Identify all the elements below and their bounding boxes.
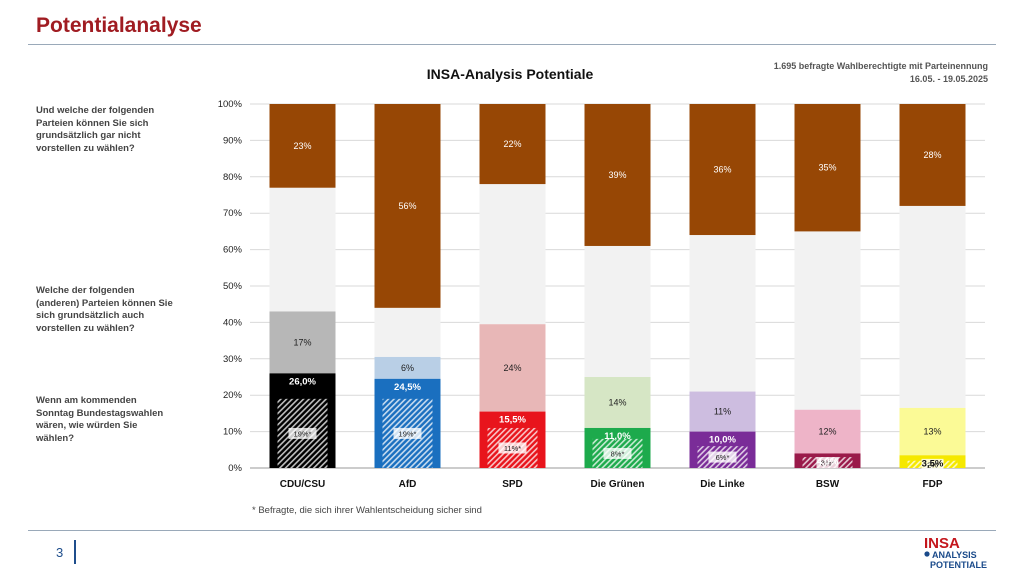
data-label-vote-intention: 24,5%: [394, 382, 421, 393]
bar-segment-potential: [479, 324, 546, 412]
logo-dot: [924, 551, 930, 557]
bar-segment-rejection: [584, 104, 651, 246]
question-potential: Welche der folgenden (anderen) Parteien …: [36, 285, 173, 334]
data-label-vote-intention: 4,0%: [817, 456, 839, 467]
data-label-rejection: 23%: [293, 141, 311, 151]
data-label-rejection: 36%: [713, 165, 731, 175]
bar-segment-potential: [269, 311, 336, 374]
page-number: 3: [56, 545, 64, 560]
y-tick-label: 50%: [223, 281, 243, 292]
data-label-potential: 11%: [714, 407, 731, 417]
bar-segment-potential: [689, 391, 756, 432]
footer-divider: [28, 530, 996, 531]
bar-segment-rejection: [269, 104, 336, 188]
y-tick-label: 30%: [223, 354, 243, 365]
title-divider: [28, 44, 996, 45]
bar-segment-rejection: [794, 104, 861, 232]
chart-title: INSA-Analysis Potentiale: [426, 66, 594, 82]
data-label-rejection: 39%: [608, 170, 626, 180]
y-tick-label: 0%: [228, 463, 242, 474]
bar-segment-undecided: [899, 205, 966, 408]
logo-line1: INSA: [924, 535, 960, 552]
question-vote-intention: Wenn am kommenden Sonntag Bundestagswahl…: [36, 395, 164, 444]
data-label-sure-voters: 2%: [927, 460, 938, 469]
y-tick-label: 60%: [223, 245, 243, 256]
bar-segment-undecided: [269, 187, 336, 312]
data-label-potential: 14%: [608, 397, 626, 407]
bar-segment-undecided: [584, 245, 651, 377]
y-tick-label: 70%: [223, 208, 243, 219]
bar-segment-rejection: [689, 104, 756, 236]
x-category-label: Die Grünen: [591, 479, 645, 490]
x-category-label: Die Linke: [700, 479, 745, 490]
logo-line3: POTENTIALE: [930, 560, 987, 570]
bar-segment-rejection: [479, 104, 546, 185]
sure-voters-label-box: [816, 457, 839, 469]
data-label-sure-voters: 8%*: [611, 449, 625, 458]
data-label-rejection: 56%: [398, 201, 416, 211]
logo-line2: ANALYSIS: [932, 550, 977, 560]
sure-voters-label-box: [603, 447, 632, 459]
page-title: Potentialanalyse: [36, 14, 202, 37]
x-category-label: CDU/CSU: [280, 479, 326, 490]
data-label-sure-voters: 19%*: [294, 429, 312, 438]
data-label-potential: 24%: [503, 363, 521, 373]
bar-segment-undecided: [794, 231, 861, 410]
x-category-label: BSW: [816, 479, 840, 490]
y-tick-label: 100%: [218, 99, 243, 110]
bar-segment-rejection: [899, 104, 966, 206]
sure-voters-label-box: [393, 427, 422, 439]
data-label-vote-intention: 11,0%: [604, 431, 631, 442]
data-label-sure-voters: 6%*: [716, 453, 730, 462]
x-category-label: FDP: [923, 479, 943, 490]
bar-segment-potential: [794, 409, 861, 454]
data-label-sure-voters: 11%*: [504, 444, 521, 453]
data-label-vote-intention: 10,0%: [709, 435, 736, 446]
x-category-label: SPD: [502, 479, 523, 490]
y-tick-label: 80%: [223, 172, 243, 183]
data-label-vote-intention: 15,5%: [499, 415, 526, 426]
y-tick-label: 90%: [223, 135, 243, 146]
y-tick-label: 20%: [223, 390, 243, 401]
sure-voters-label-box: [288, 427, 317, 439]
data-label-vote-intention: 26,0%: [289, 376, 316, 387]
x-category-label: AfD: [399, 479, 417, 490]
data-label-potential: 6%: [401, 363, 414, 373]
bar-segment-potential: [899, 407, 966, 456]
question-rejection: Und welche der folgenden Parteien können…: [36, 105, 155, 154]
date-range-text: 16.05. - 19.05.2025: [909, 74, 988, 84]
data-label-vote-intention: 3,5%: [922, 458, 944, 469]
sure-voters-label-box: [921, 458, 944, 470]
sure-voters-label-box: [708, 451, 737, 463]
page-number-bar: [74, 540, 76, 564]
data-label-potential: 13%: [923, 427, 941, 437]
sure-voters-label-box: [498, 442, 527, 454]
data-label-rejection: 28%: [923, 150, 941, 160]
insa-logo: INSA ANALYSIS POTENTIALE: [924, 535, 987, 570]
bar-segment-undecided: [479, 184, 546, 325]
data-label-sure-voters: 19%*: [399, 429, 417, 438]
y-tick-label: 40%: [223, 317, 243, 328]
bar-segment-potential: [374, 356, 441, 379]
bar-segment-undecided: [374, 307, 441, 357]
bar-segment-potential: [584, 377, 651, 428]
data-label-rejection: 22%: [503, 139, 521, 149]
data-label-rejection: 35%: [818, 163, 836, 173]
data-label-potential: 12%: [818, 427, 836, 437]
data-label-potential: 17%: [293, 337, 311, 347]
data-label-sure-voters: 3%*: [821, 459, 835, 468]
bar-segment-undecided: [689, 235, 756, 392]
sample-size-text: 1.695 befragte Wahlberechtigte mit Parte…: [773, 61, 988, 71]
bar-segment-rejection: [374, 104, 441, 308]
y-tick-label: 10%: [223, 427, 243, 438]
sample-info: 1.695 befragte Wahlberechtigte mit Parte…: [774, 60, 988, 86]
footnote: * Befragte, die sich ihrer Wahlentscheid…: [252, 505, 482, 516]
